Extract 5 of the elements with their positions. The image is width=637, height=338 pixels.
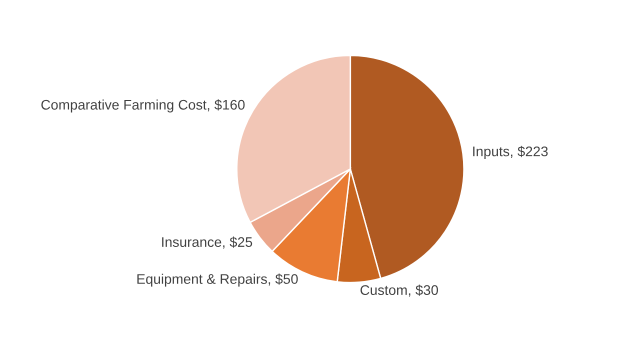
slice-label: Insurance, $25 [162, 236, 252, 249]
slice-label: Comparative Farming Cost, $160 [41, 99, 245, 112]
slice-label: Custom, $30 [360, 284, 438, 297]
slice-label: Equipment & Repairs, $50 [137, 274, 298, 287]
slice-label: Inputs, $223 [473, 146, 548, 160]
